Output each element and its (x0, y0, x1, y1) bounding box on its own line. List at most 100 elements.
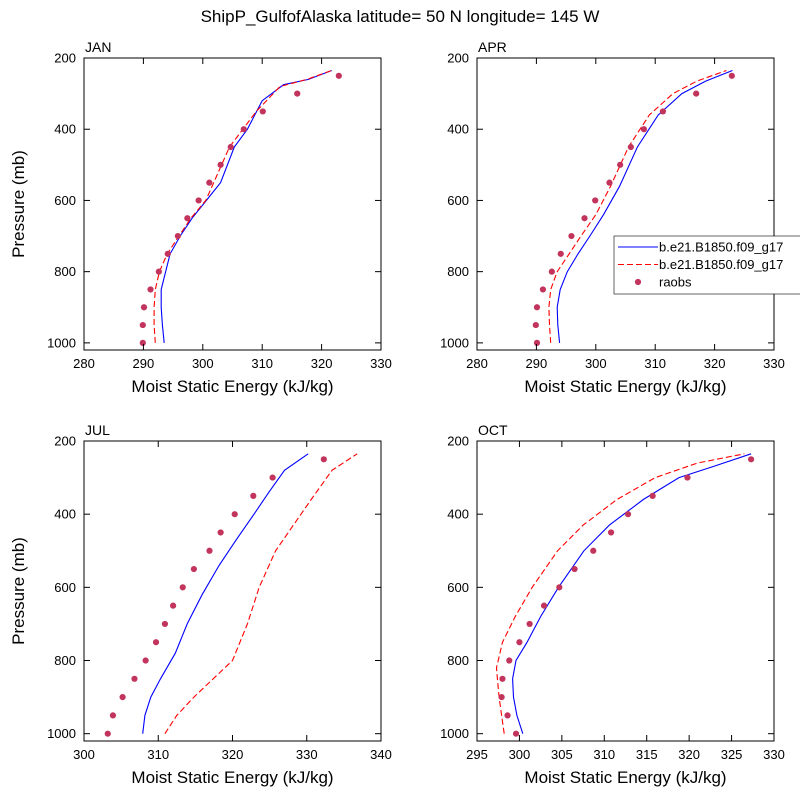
y-tick-label: 600 (447, 193, 469, 208)
series-b-e21-b1850-f09-g17-0 (160, 69, 332, 343)
x-axis-label: Moist Static Energy (kJ/kg) (131, 377, 333, 396)
figure-title: ShipP_GulfofAlaska latitude= 50 N longit… (201, 7, 600, 26)
x-tick-label: 310 (147, 747, 169, 762)
raobs-point (693, 90, 700, 97)
y-tick-label: 600 (447, 580, 469, 595)
y-tick-label: 200 (447, 51, 469, 66)
raobs-point (640, 126, 648, 133)
x-tick-label: 320 (311, 356, 333, 371)
y-tick-label: 800 (54, 264, 76, 279)
raobs-point (540, 602, 548, 609)
raobs-point (139, 321, 146, 329)
raobs-point (119, 693, 126, 701)
y-tick-label: 1000 (47, 335, 76, 350)
y-axis-label: Pressure (mb) (9, 537, 28, 645)
raobs-point (206, 547, 213, 554)
x-tick-label: 310 (644, 356, 666, 371)
panel-title: JUL (85, 422, 110, 438)
series-b-e21-b1850-f09-g17-1 (548, 69, 727, 343)
legend-marker (634, 278, 642, 286)
raobs-point (533, 339, 541, 346)
raobs-point (506, 657, 513, 664)
y-tick-label: 200 (447, 434, 469, 449)
x-tick-label: 290 (133, 356, 155, 371)
x-axis-label: Moist Static Energy (kJ/kg) (131, 768, 333, 787)
raobs-point (140, 304, 148, 311)
solid-line (556, 69, 733, 343)
y-tick-label: 1000 (47, 726, 76, 741)
x-tick-label: 300 (192, 356, 214, 371)
x-tick-label: 310 (593, 747, 615, 762)
y-axis-label: Pressure (mb) (9, 150, 28, 258)
raobs-point (624, 511, 632, 518)
raobs-point (684, 474, 691, 481)
raobs-point (179, 584, 186, 591)
series-b-e21-b1850-f09-g17-0 (142, 453, 309, 734)
raobs-point (592, 197, 599, 204)
solid-line (512, 453, 752, 734)
raobs-point (526, 620, 533, 628)
raobs-point (184, 215, 191, 222)
raobs-point (109, 712, 117, 719)
raobs-point (617, 161, 624, 168)
raobs-point (504, 712, 511, 719)
plot-frame (476, 57, 775, 351)
legend-label: b.e21.B1850.f09_g17 (659, 240, 783, 255)
raobs-point (147, 286, 154, 293)
raobs-point (516, 639, 523, 646)
x-axis-label: Moist Static Energy (kJ/kg) (524, 377, 726, 396)
panel-jan: 280 290 300 310 320 330 200 400 600 800 1000 JAN Moi… (9, 39, 392, 396)
raobs-point (152, 639, 160, 646)
y-tick-label: 1000 (440, 726, 469, 741)
raobs-point (627, 143, 634, 151)
dashed-line (495, 453, 745, 734)
raobs-point (571, 565, 578, 573)
series-b-e21-b1850-f09-g17-1 (153, 69, 332, 343)
y-tick-label: 400 (54, 122, 76, 137)
x-tick-label: 310 (251, 356, 273, 371)
raobs-point (217, 529, 224, 536)
series-raobs-2 (532, 72, 735, 346)
raobs-point (240, 126, 247, 133)
raobs-point (206, 179, 213, 186)
x-tick-label: 290 (526, 356, 548, 371)
x-tick-label: 330 (296, 747, 318, 762)
legend-label: raobs (659, 275, 692, 290)
raobs-point (533, 304, 541, 311)
x-tick-label: 300 (73, 747, 95, 762)
dashed-line (548, 69, 727, 343)
raobs-point (539, 286, 547, 293)
series-raobs-2 (498, 456, 755, 737)
panel-title: OCT (478, 422, 508, 438)
y-tick-label: 800 (447, 653, 469, 668)
raobs-point (250, 492, 257, 499)
panel-apr: 280 290 300 310 320 330 200 400 600 800 1000 APR Moi… (440, 39, 785, 396)
y-tick-label: 800 (54, 653, 76, 668)
panel-title: JAN (85, 39, 111, 55)
y-tick-label: 200 (54, 434, 76, 449)
x-tick-label: 280 (466, 356, 488, 371)
series-b-e21-b1850-f09-g17-0 (512, 453, 752, 734)
x-tick-label: 280 (73, 356, 95, 371)
plot-frame (83, 440, 382, 742)
plot-frame (476, 440, 775, 742)
x-tick-label: 330 (763, 747, 785, 762)
raobs-point (294, 90, 301, 97)
raobs-point (259, 108, 266, 115)
y-tick-label: 400 (447, 507, 469, 522)
raobs-point (131, 675, 138, 682)
solid-line (142, 453, 309, 734)
raobs-point (532, 321, 539, 329)
x-tick-label: 330 (370, 356, 392, 371)
x-tick-label: 320 (222, 747, 244, 762)
x-tick-label: 315 (636, 747, 658, 762)
series-b-e21-b1850-f09-g17-1 (495, 453, 745, 734)
raobs-point (590, 547, 597, 554)
panels: 280 290 300 310 320 330 200 400 600 800 1000 JAN Moi… (9, 39, 785, 787)
raobs-point (556, 584, 563, 591)
raobs-point (227, 143, 234, 151)
y-tick-label: 600 (54, 193, 76, 208)
raobs-point (557, 250, 564, 257)
x-axis-label: Moist Static Energy (kJ/kg) (524, 768, 726, 787)
